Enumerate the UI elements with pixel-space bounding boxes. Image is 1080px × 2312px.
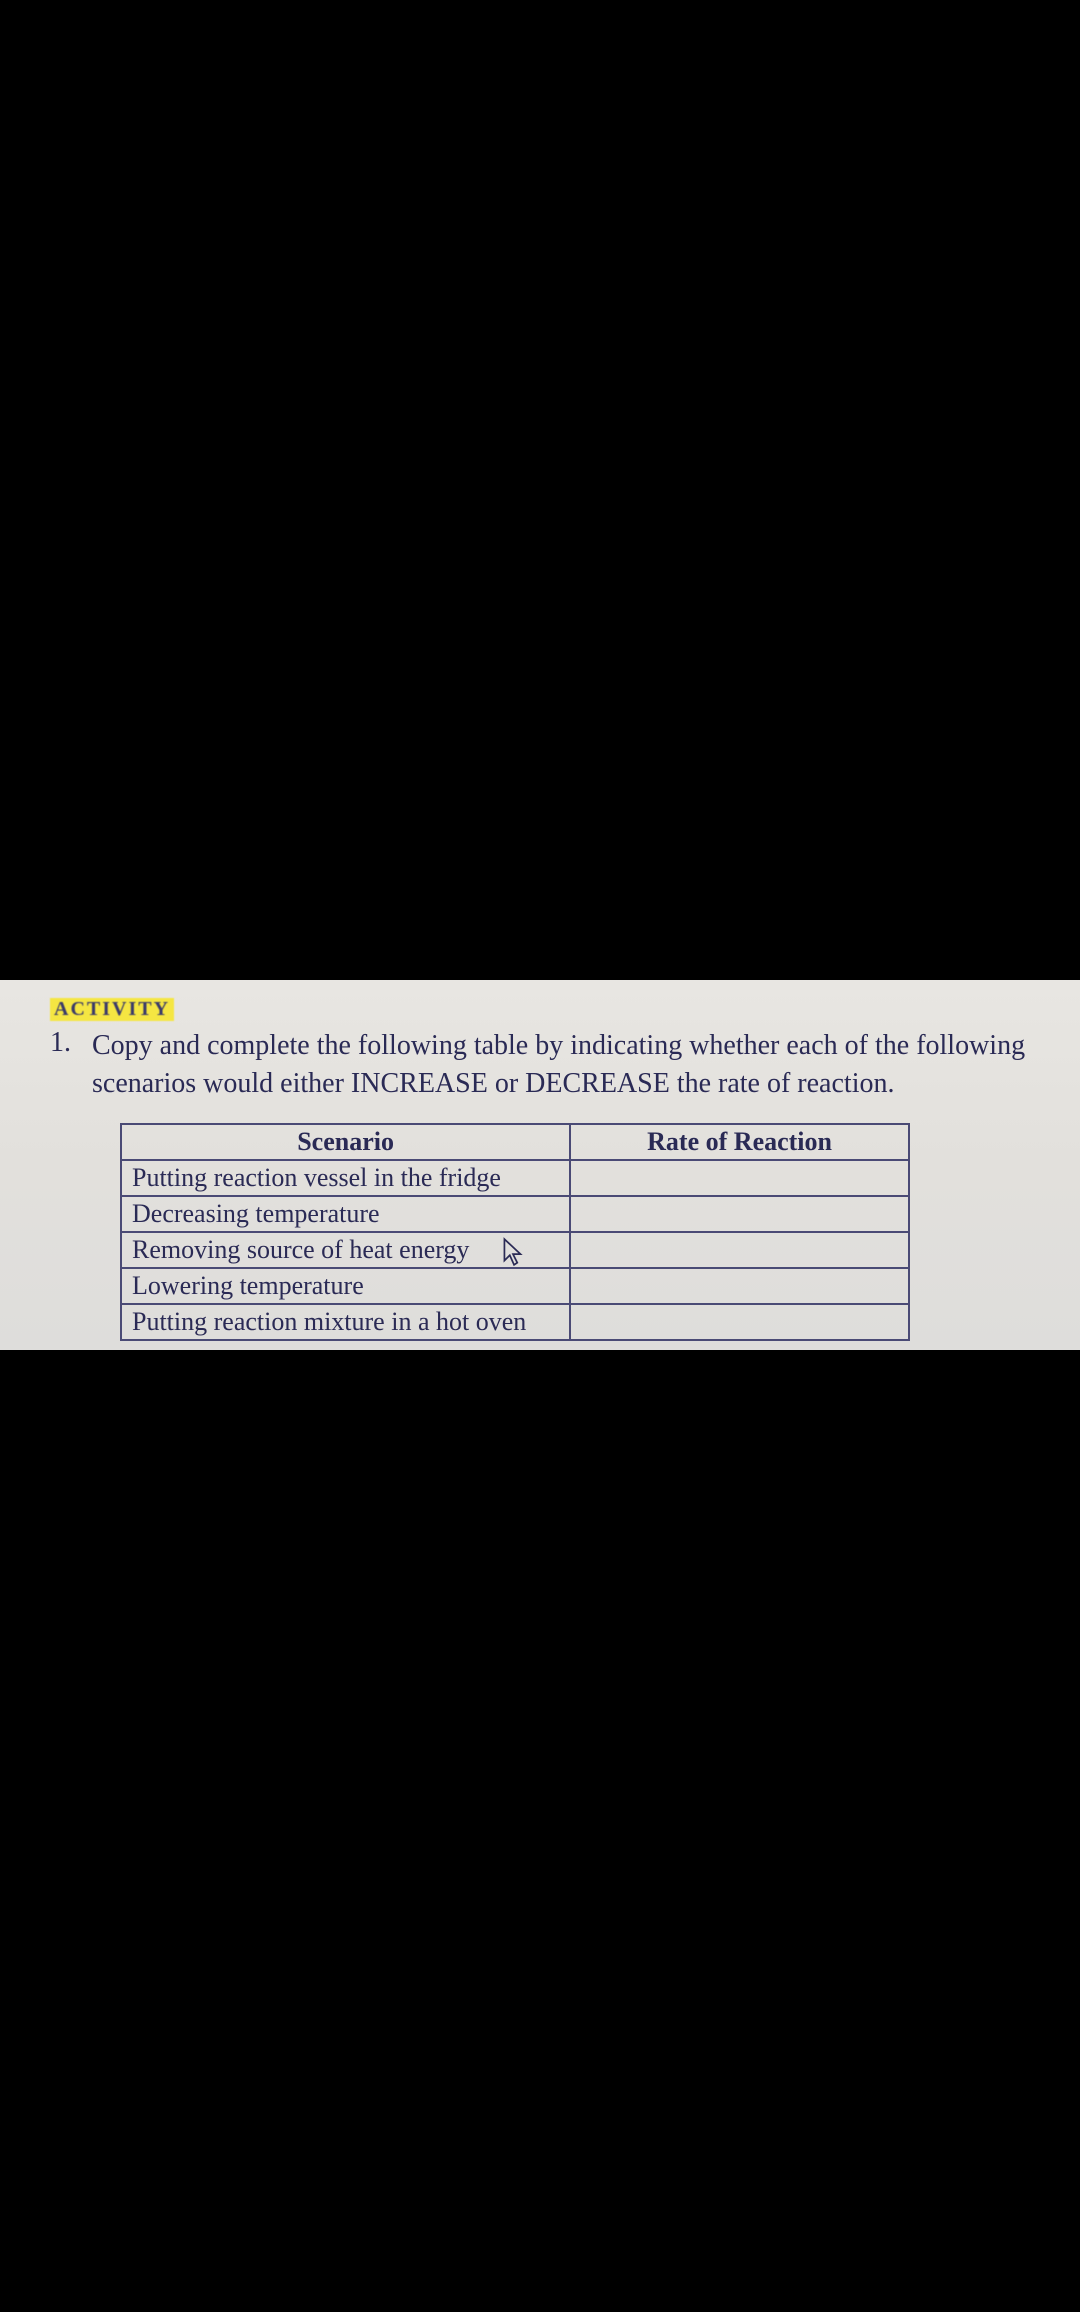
table-row: Putting reaction vessel in the fridge [121,1160,909,1196]
table-row: Putting reaction mixture in a hot oven [121,1304,909,1340]
scenario-table-wrap: Scenario Rate of Reaction Putting reacti… [120,1123,910,1341]
table-header-row: Scenario Rate of Reaction [121,1124,909,1160]
rate-cell [570,1268,909,1304]
rate-cell [570,1196,909,1232]
table-row: Decreasing temperature [121,1196,909,1232]
document-strip: ACTIVITY 1. Copy and complete the follow… [0,980,1080,1350]
table-row: Lowering temperature [121,1268,909,1304]
rate-cell [570,1160,909,1196]
table-row: Removing source of heat energy [121,1232,909,1268]
cursor-icon [502,1237,524,1267]
activity-highlight: ACTIVITY [50,998,174,1021]
scenario-cell: Lowering temperature [121,1268,570,1304]
scenario-text: Removing source of heat energy [132,1235,469,1264]
scenario-cell: Decreasing temperature [121,1196,570,1232]
scenario-cell: Removing source of heat energy [121,1232,570,1268]
question-text: Copy and complete the following table by… [92,1027,1030,1103]
question-number: 1. [50,1027,78,1103]
rate-cell [570,1232,909,1268]
scenario-cell: Putting reaction vessel in the fridge [121,1160,570,1196]
col-header-scenario: Scenario [121,1124,570,1160]
scenario-table: Scenario Rate of Reaction Putting reacti… [120,1123,910,1341]
question-block: 1. Copy and complete the following table… [50,1027,1030,1103]
scenario-cell: Putting reaction mixture in a hot oven [121,1304,570,1340]
rate-cell [570,1304,909,1340]
col-header-rate: Rate of Reaction [570,1124,909,1160]
